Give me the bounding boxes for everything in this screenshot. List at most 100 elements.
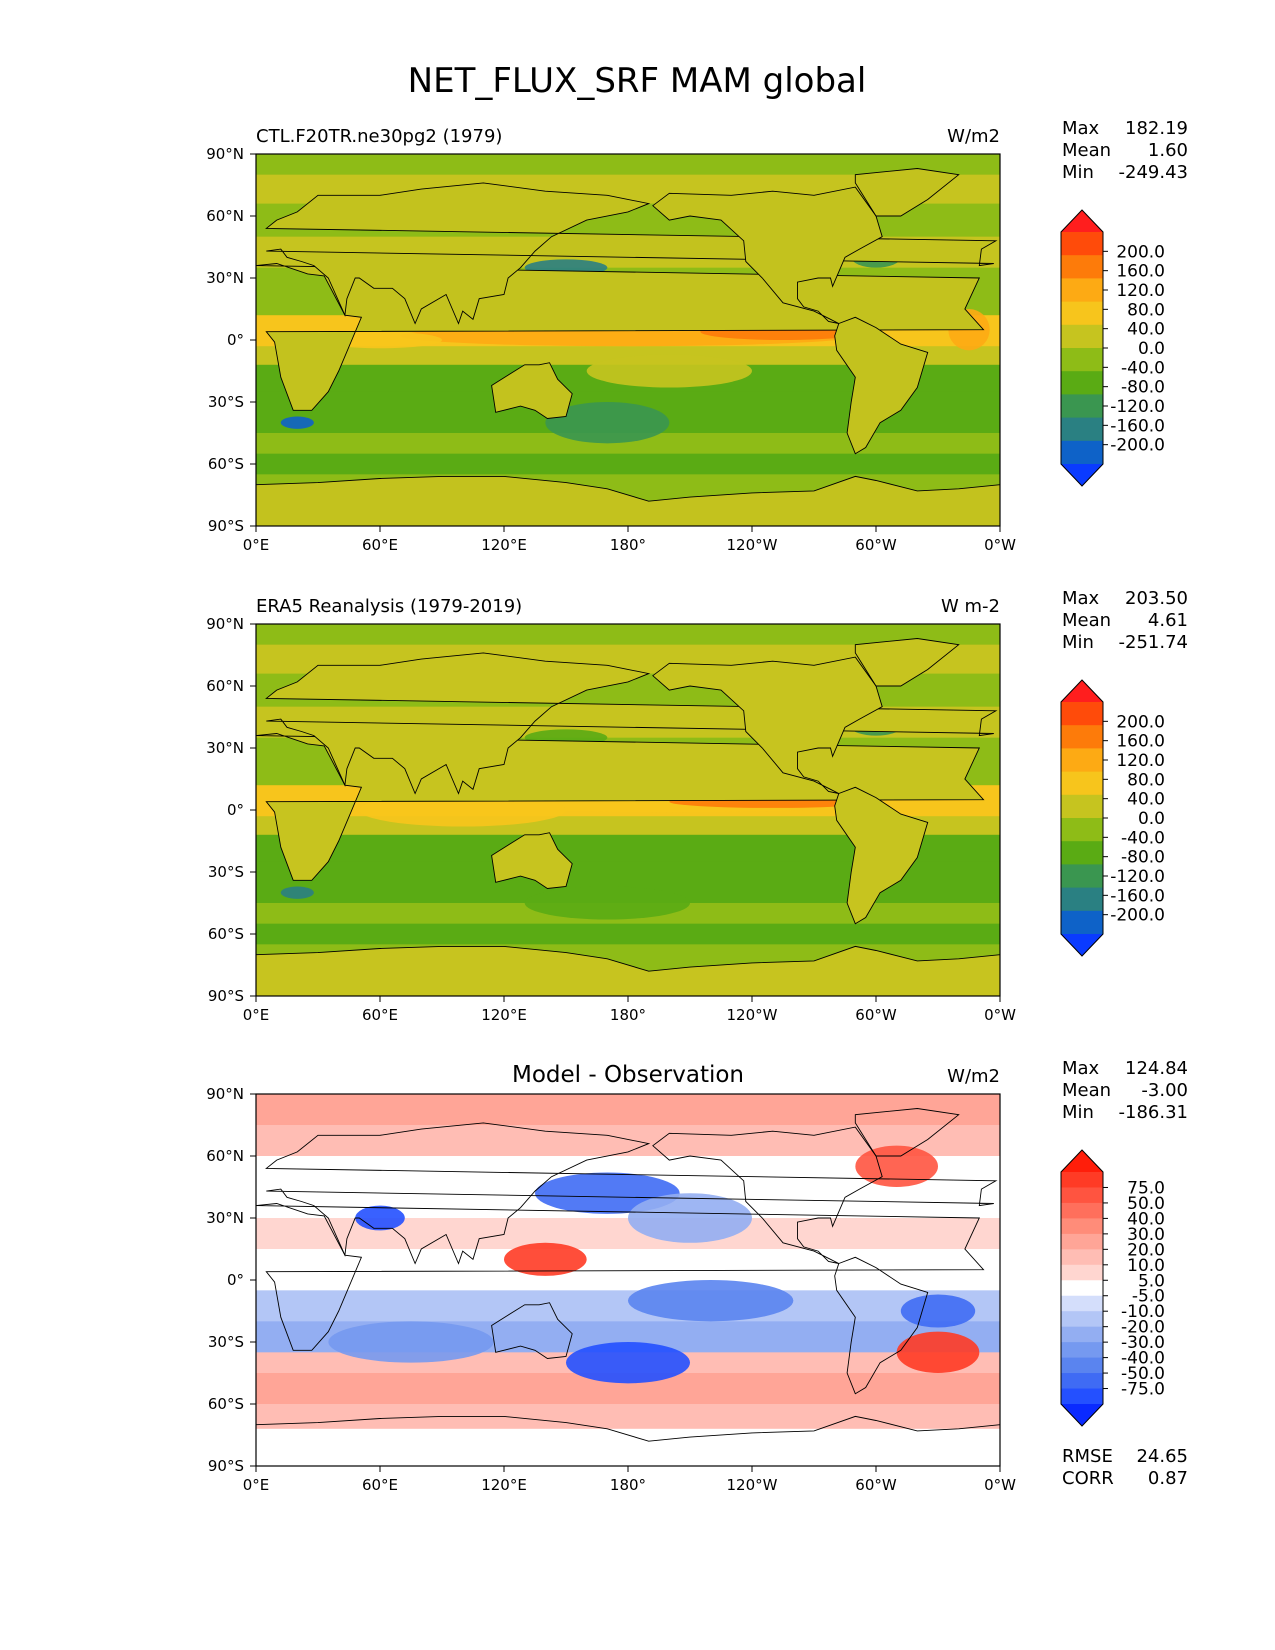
field-band (256, 154, 1000, 176)
x-tick-label: 120°W (727, 536, 778, 554)
coastline-greenland (854, 1108, 960, 1157)
colorbar-tick-label: 50.0 (1127, 1194, 1165, 1214)
coastline-antarctica (256, 945, 1000, 996)
metric-label-rmse: RMSE (1062, 1446, 1113, 1467)
metric-value-rmse: 24.65 (1136, 1446, 1188, 1467)
y-tick-label: 30°S (208, 1333, 244, 1351)
metric-label-corr: CORR (1062, 1468, 1114, 1489)
coastline-africa (256, 733, 985, 881)
y-tick-label: 30°N (206, 269, 244, 287)
field-feature (566, 1342, 690, 1384)
colorbar-segment (1061, 1202, 1103, 1219)
x-tick-label: 60°E (362, 536, 398, 554)
stat-value-min: -249.43 (1119, 162, 1188, 183)
map-panel-2: ERA5 Reanalysis (1979-2019) W m-2 90°N 60°N… (206, 588, 1188, 1024)
field-feature (524, 886, 690, 920)
x-tick-label: 0°E (243, 1006, 270, 1024)
x-tick-label: 60°W (855, 536, 897, 554)
colorbar-tick-label: -30.0 (1121, 1333, 1165, 1353)
stat-value-max: 203.50 (1125, 588, 1188, 609)
colorbar-tick-label: 20.0 (1127, 1240, 1165, 1260)
coastline-antarctica (256, 475, 1000, 526)
colorbar-segment (1061, 1373, 1103, 1390)
x-tick-label: 120°E (481, 1006, 527, 1024)
colorbar-tick-label: -50.0 (1121, 1364, 1165, 1384)
colorbar-segment (1061, 1295, 1103, 1312)
map-panel-3: Model - Observation W/m2 90°N 60°N 30°N 0° 30°… (206, 1058, 1188, 1494)
stat-value-min: -186.31 (1119, 1102, 1188, 1123)
stat-label-max: Max (1062, 588, 1100, 609)
colorbar-tick-label: 160.0 (1116, 262, 1165, 282)
colorbar-tick-label: 120.0 (1116, 281, 1165, 301)
colorbar-extend-bottom (1061, 464, 1103, 486)
colorbar-outline (1060, 209, 1104, 487)
colorbar-tick-label: -80.0 (1121, 848, 1165, 868)
colorbar-segment (1061, 725, 1103, 749)
stat-value-min: -251.74 (1119, 632, 1188, 653)
colorbar-tick-label: 120.0 (1116, 751, 1165, 771)
colorbar-tick-label: -40.0 (1121, 828, 1165, 848)
field-band (256, 624, 1000, 646)
colorbar-tick-label: -200.0 (1110, 906, 1165, 926)
stat-label-mean: Mean (1062, 1080, 1111, 1101)
stat-label-min: Min (1062, 162, 1094, 183)
colorbar-tick-label: 40.0 (1127, 1209, 1165, 1229)
stat-value-max: 124.84 (1125, 1058, 1188, 1079)
panel-title: Model - Observation (512, 1062, 744, 1088)
colorbar-segment (1061, 301, 1103, 326)
x-tick-label: 120°E (481, 536, 527, 554)
field-band (256, 1428, 1000, 1466)
x-tick-label: 0°W (984, 1476, 1016, 1494)
field-band (256, 1404, 1000, 1430)
colorbar-tick-label: 75.0 (1127, 1178, 1165, 1198)
field-feature (628, 1193, 752, 1243)
colorbar-segment (1061, 910, 1103, 935)
colorbar-segment (1061, 818, 1103, 842)
colorbar-tick-label: 80.0 (1127, 300, 1165, 320)
field-band (256, 346, 1000, 366)
colorbar-segment (1061, 841, 1103, 865)
colorbar-tick-label: 200.0 (1116, 242, 1165, 262)
colorbar-tick-label: 40.0 (1127, 790, 1165, 810)
field-feature (280, 416, 314, 429)
coastline-north-america (652, 186, 883, 324)
stat-value-mean: 4.61 (1148, 610, 1188, 631)
field-feature (503, 1242, 587, 1276)
colorbar-extend-bottom (1061, 1404, 1103, 1426)
panel-title: CTL.F20TR.ne30pg2 (1979) (256, 126, 502, 147)
field-feature (628, 1280, 794, 1322)
coastline-south-america (834, 1256, 929, 1395)
stat-label-max: Max (1062, 118, 1100, 139)
x-tick-label: 180° (610, 1006, 646, 1024)
colorbar-segment (1061, 771, 1103, 796)
y-tick-label: 90°S (208, 517, 244, 535)
field-band (256, 1290, 1000, 1322)
colorbar-segment (1061, 348, 1103, 372)
colorbar-segment (1061, 864, 1103, 889)
stat-label-mean: Mean (1062, 610, 1111, 631)
y-tick-label: 60°S (208, 925, 244, 943)
colorbar-tick-label: 0.0 (1138, 809, 1165, 829)
x-tick-label: 180° (610, 536, 646, 554)
y-tick-label: 60°S (208, 455, 244, 473)
colorbar-segment (1061, 440, 1103, 465)
colorbar-segment (1061, 324, 1103, 349)
field-band (256, 453, 1000, 475)
field-feature (355, 1205, 405, 1231)
metric-value-corr: 0.87 (1148, 1468, 1188, 1489)
colorbar: 200.0160.0120.080.040.00.0-40.0-80.0-120… (1060, 209, 1165, 487)
stat-label-max: Max (1062, 1058, 1100, 1079)
field-feature (900, 1294, 976, 1328)
colorbar-outline (1060, 679, 1104, 957)
colorbar-segment (1061, 417, 1103, 442)
stat-value-mean: -3.00 (1141, 1080, 1188, 1101)
x-tick-label: 0°W (984, 536, 1016, 554)
coastline-europe-asia (265, 652, 998, 795)
map-panel-1: CTL.F20TR.ne30pg2 (1979) W/m2 90°N 60°N 30°N… (206, 118, 1188, 554)
x-tick-label: 60°W (855, 1476, 897, 1494)
y-tick-label: 0° (227, 801, 244, 819)
colorbar-tick-label: -80.0 (1121, 378, 1165, 398)
coastline-africa (256, 1203, 985, 1351)
colorbar-segment (1061, 278, 1103, 303)
field-band (256, 923, 1000, 945)
